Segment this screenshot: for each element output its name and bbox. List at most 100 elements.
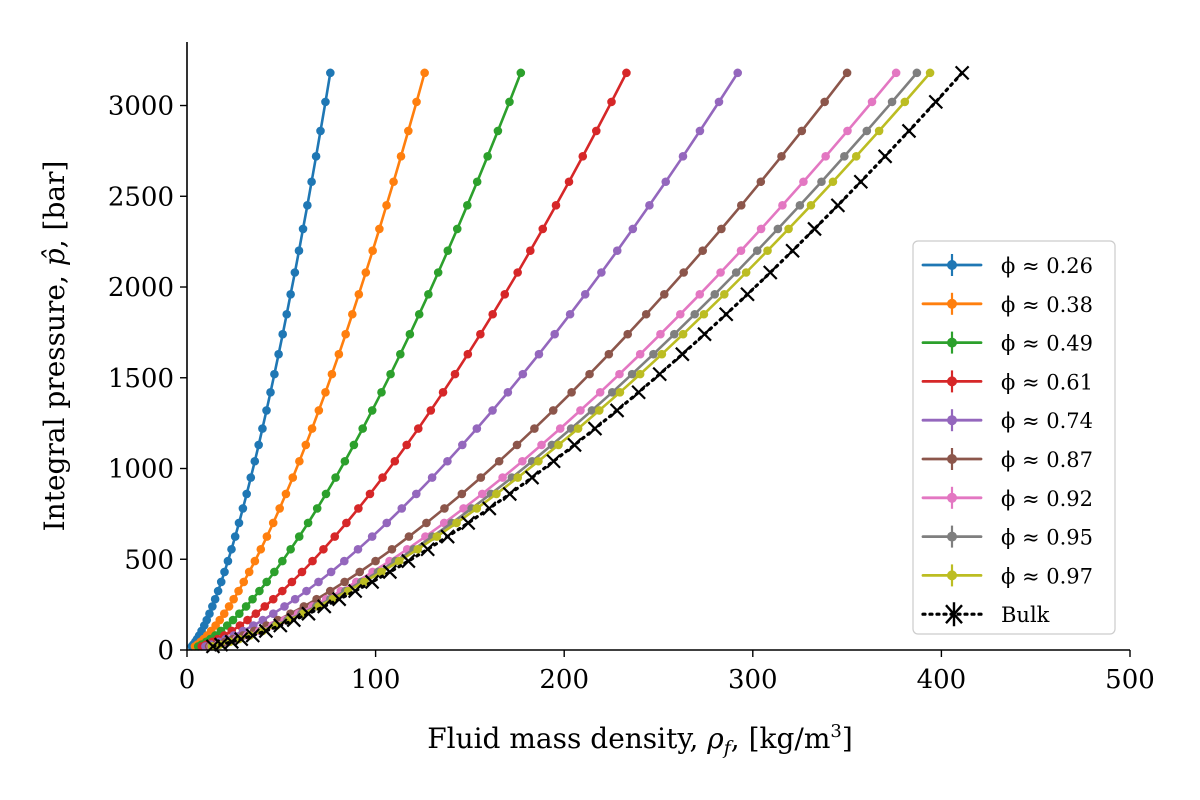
- series-marker-dot: [412, 97, 421, 107]
- series-marker-x: [785, 243, 800, 258]
- series-marker-dot: [494, 456, 504, 466]
- series-marker-dot: [714, 97, 724, 107]
- series-marker-dot: [390, 456, 400, 466]
- series-marker-dot: [377, 567, 386, 577]
- series-line: [200, 71, 628, 648]
- series-marker-dot: [268, 518, 278, 528]
- series-marker-x: [233, 631, 249, 647]
- series-marker-dot: [716, 268, 725, 277]
- series-marker-x: [482, 501, 497, 516]
- series-marker-dot: [443, 246, 453, 256]
- series-marker-dot: [498, 473, 507, 482]
- x-axis-title-subscript: f: [722, 737, 734, 759]
- series-marker-dot: [483, 152, 492, 161]
- series-line: [196, 71, 523, 648]
- series-marker-x: [877, 149, 893, 164]
- series-marker-dot: [472, 504, 482, 513]
- series-marker-dot: [278, 556, 287, 566]
- series-marker-dot: [585, 369, 594, 379]
- legend-label: ϕ ≈ 0.49: [1001, 332, 1093, 356]
- series-marker-dot: [505, 97, 514, 107]
- series-marker-dot: [828, 177, 838, 187]
- series-marker-dot: [295, 456, 304, 466]
- series-marker-dot: [551, 201, 561, 210]
- series-marker-dot: [396, 349, 405, 359]
- series-marker-dot: [321, 489, 331, 499]
- series-marker-dot: [326, 567, 336, 577]
- series-marker-x: [420, 541, 435, 557]
- series-marker-dot: [282, 309, 292, 319]
- y-ticks: 0 500 1000 1500 2000 2500 3000: [108, 92, 187, 666]
- series-marker-dot: [555, 424, 565, 433]
- series-line: [204, 71, 739, 648]
- series-marker-dot: [840, 152, 849, 161]
- series-marker-dot: [488, 309, 497, 319]
- series-marker-x: [609, 403, 625, 418]
- series-marker-dot: [389, 177, 398, 187]
- series-marker-x: [546, 453, 561, 469]
- series-marker-dot: [710, 289, 720, 299]
- legend-marker-dot: [947, 298, 957, 309]
- legend-entry-9: ϕ ≈ 0.97: [921, 564, 1093, 588]
- series-marker-dot: [821, 152, 830, 161]
- series-3: [193, 68, 526, 651]
- series-marker-dot: [205, 609, 214, 619]
- series-marker-dot: [307, 424, 317, 433]
- series-marker-dot: [797, 126, 807, 136]
- series-marker-dot: [538, 224, 548, 234]
- series-marker-dot: [219, 609, 229, 619]
- series-marker-dot: [307, 177, 316, 187]
- series-marker-x: [258, 623, 274, 639]
- series-marker-dot: [756, 224, 766, 234]
- series-marker-dot: [438, 387, 448, 397]
- series-marker-dot: [439, 518, 449, 528]
- series-marker-dot: [405, 329, 415, 339]
- series-marker-dot: [433, 268, 443, 277]
- series-marker-dot: [660, 289, 669, 299]
- series-marker-dot: [235, 609, 244, 619]
- x-axis-title-superscript: 3: [830, 721, 841, 742]
- series-marker-dot: [321, 97, 330, 107]
- series-2: [190, 68, 429, 651]
- series-marker-dot: [450, 369, 460, 379]
- y-tick-label: 3000: [108, 92, 174, 122]
- series-marker-dot: [851, 152, 861, 161]
- series-marker-dot: [340, 556, 349, 566]
- series-marker-dot: [426, 406, 436, 415]
- series-marker-dot: [578, 152, 588, 161]
- series-marker-x: [382, 564, 398, 580]
- series-marker-dot: [820, 97, 829, 107]
- legend-entry-1: ϕ ≈ 0.26: [921, 254, 1093, 278]
- legend-label: ϕ ≈ 0.95: [1001, 526, 1093, 550]
- legend-entry-6: ϕ ≈ 0.87: [921, 448, 1093, 472]
- series-marker-dot: [488, 406, 497, 415]
- x-axis-title-units: , [kg/m: [731, 722, 831, 755]
- series-marker-dot: [443, 456, 452, 466]
- y-axis-title-main: Integral pressure,: [38, 266, 71, 531]
- series-marker-dot: [784, 224, 793, 234]
- series-marker-dot: [695, 289, 705, 299]
- series-marker-dot: [477, 489, 487, 499]
- series-marker-x: [631, 385, 646, 400]
- series-marker-dot: [512, 440, 522, 450]
- series-marker-dot: [256, 544, 266, 554]
- series-marker-dot: [440, 504, 449, 513]
- series-marker-dot: [260, 602, 270, 611]
- series-marker-dot: [635, 369, 645, 379]
- series-marker-dot: [367, 532, 377, 541]
- series-marker-dot: [239, 577, 249, 587]
- series-marker-dot: [302, 586, 311, 596]
- series-marker-dot: [615, 387, 625, 397]
- series-marker-dot: [678, 152, 688, 161]
- series-marker-dot: [756, 177, 766, 187]
- series-marker-dot: [565, 309, 575, 319]
- series-marker-dot: [377, 387, 386, 397]
- series-marker-dot: [891, 68, 901, 78]
- series-marker-dot: [327, 369, 337, 379]
- series-marker-dot: [795, 201, 805, 210]
- series-marker-dot: [420, 68, 429, 78]
- x-tick-label: 0: [179, 665, 196, 695]
- series-marker-dot: [414, 309, 424, 319]
- series-marker-dot: [367, 406, 377, 415]
